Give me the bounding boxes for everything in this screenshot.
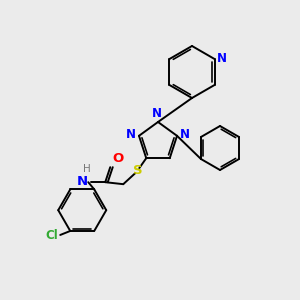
Text: N: N (77, 175, 88, 188)
Text: Cl: Cl (46, 230, 58, 242)
Text: S: S (134, 164, 143, 177)
Text: N: N (126, 128, 136, 141)
Text: N: N (180, 128, 190, 141)
Text: H: H (83, 164, 91, 174)
Text: O: O (112, 152, 124, 165)
Text: N: N (152, 107, 162, 120)
Text: N: N (217, 52, 226, 64)
